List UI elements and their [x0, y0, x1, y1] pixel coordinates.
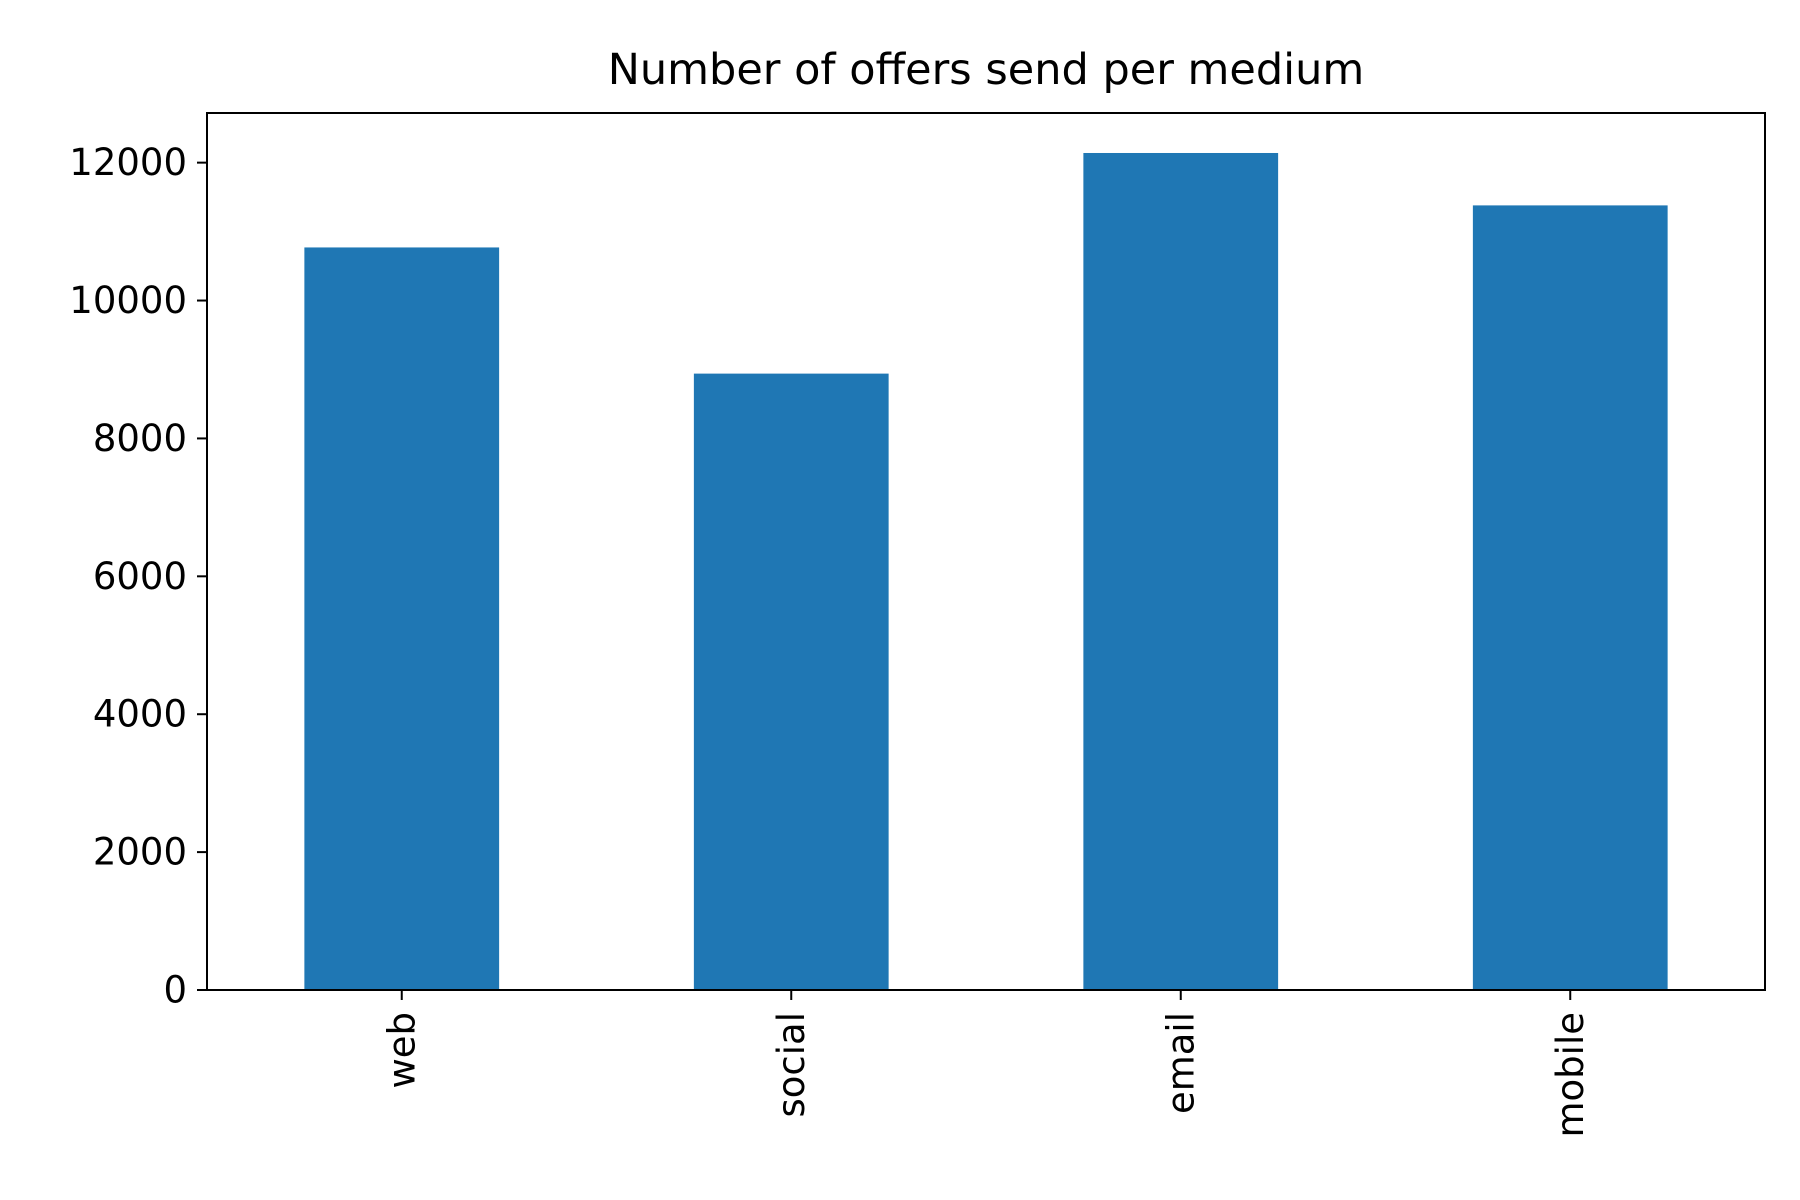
y-tick-label-0: 0 [163, 969, 187, 1012]
y-tick-label-12000: 12000 [69, 141, 187, 184]
y-tick-label-4000: 4000 [93, 693, 187, 736]
y-axis: 0 2000 4000 6000 8000 10000 12000 [69, 141, 207, 1012]
x-axis: web social email mobile [380, 990, 1592, 1138]
plot-frame [206, 112, 1766, 991]
bar-social [693, 373, 889, 990]
x-tick-label-web: web [380, 1012, 423, 1089]
y-tick-label-10000: 10000 [69, 279, 187, 322]
bar-web [304, 247, 500, 991]
bars-layer [304, 152, 1668, 991]
y-tick-label-8000: 8000 [93, 417, 187, 460]
bar-email [1083, 152, 1279, 990]
x-tick-label-mobile: mobile [1549, 1012, 1592, 1138]
chart-title: Number of offers send per medium [608, 45, 1365, 95]
y-tick-label-2000: 2000 [93, 831, 187, 874]
bar-mobile [1472, 205, 1668, 990]
x-tick-label-social: social [770, 1012, 813, 1118]
y-tick-label-6000: 6000 [93, 555, 187, 598]
x-tick-label-email: email [1159, 1012, 1202, 1114]
